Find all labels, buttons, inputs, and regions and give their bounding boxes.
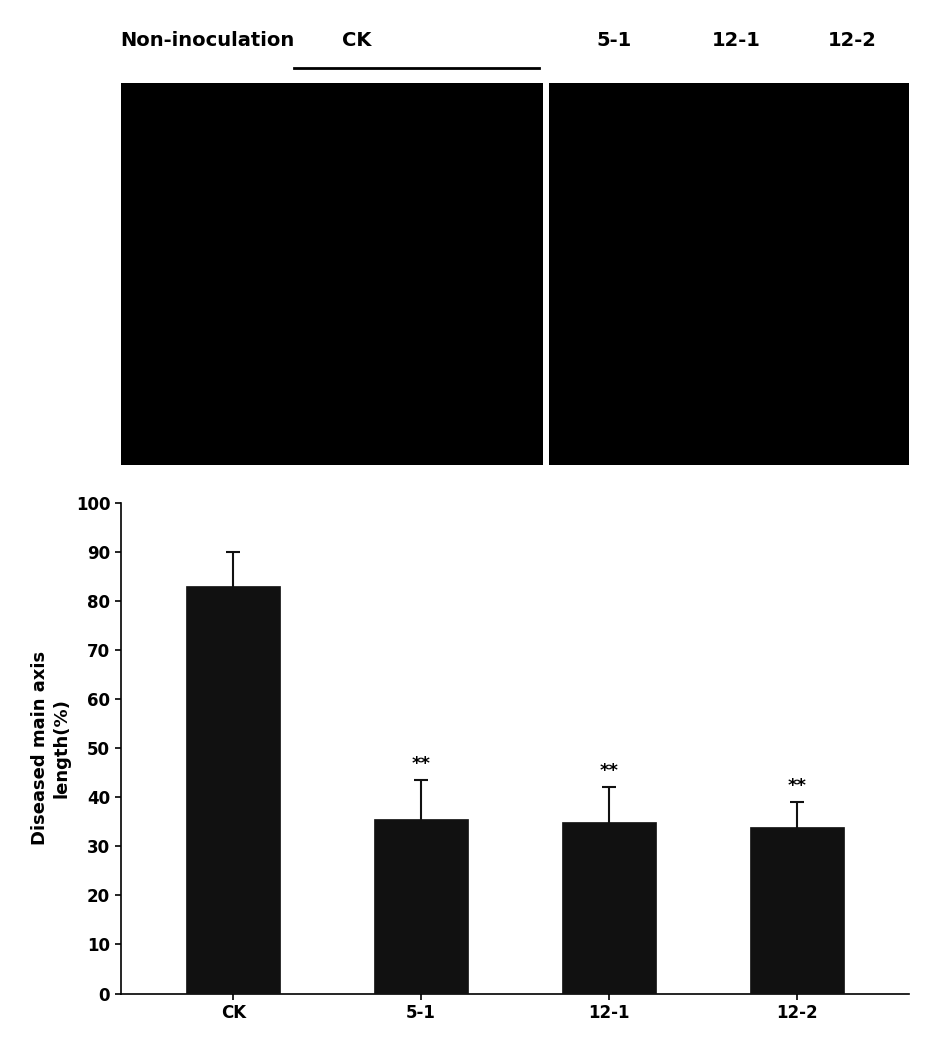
Bar <box>749 827 843 994</box>
Text: 12-1: 12-1 <box>711 31 760 50</box>
Bar <box>121 84 542 465</box>
Text: **: ** <box>786 777 806 795</box>
Bar <box>562 821 655 994</box>
Text: 5-1: 5-1 <box>595 31 630 50</box>
Text: **: ** <box>599 762 617 780</box>
Text: **: ** <box>412 755 430 773</box>
Text: 12-2: 12-2 <box>827 31 875 50</box>
Y-axis label: Diseased main axis
length(%): Diseased main axis length(%) <box>32 651 70 846</box>
Bar <box>549 84 908 465</box>
Bar <box>374 819 467 994</box>
Text: CK: CK <box>342 31 371 50</box>
Text: Non-inoculation: Non-inoculation <box>121 31 295 50</box>
Bar <box>186 587 280 994</box>
